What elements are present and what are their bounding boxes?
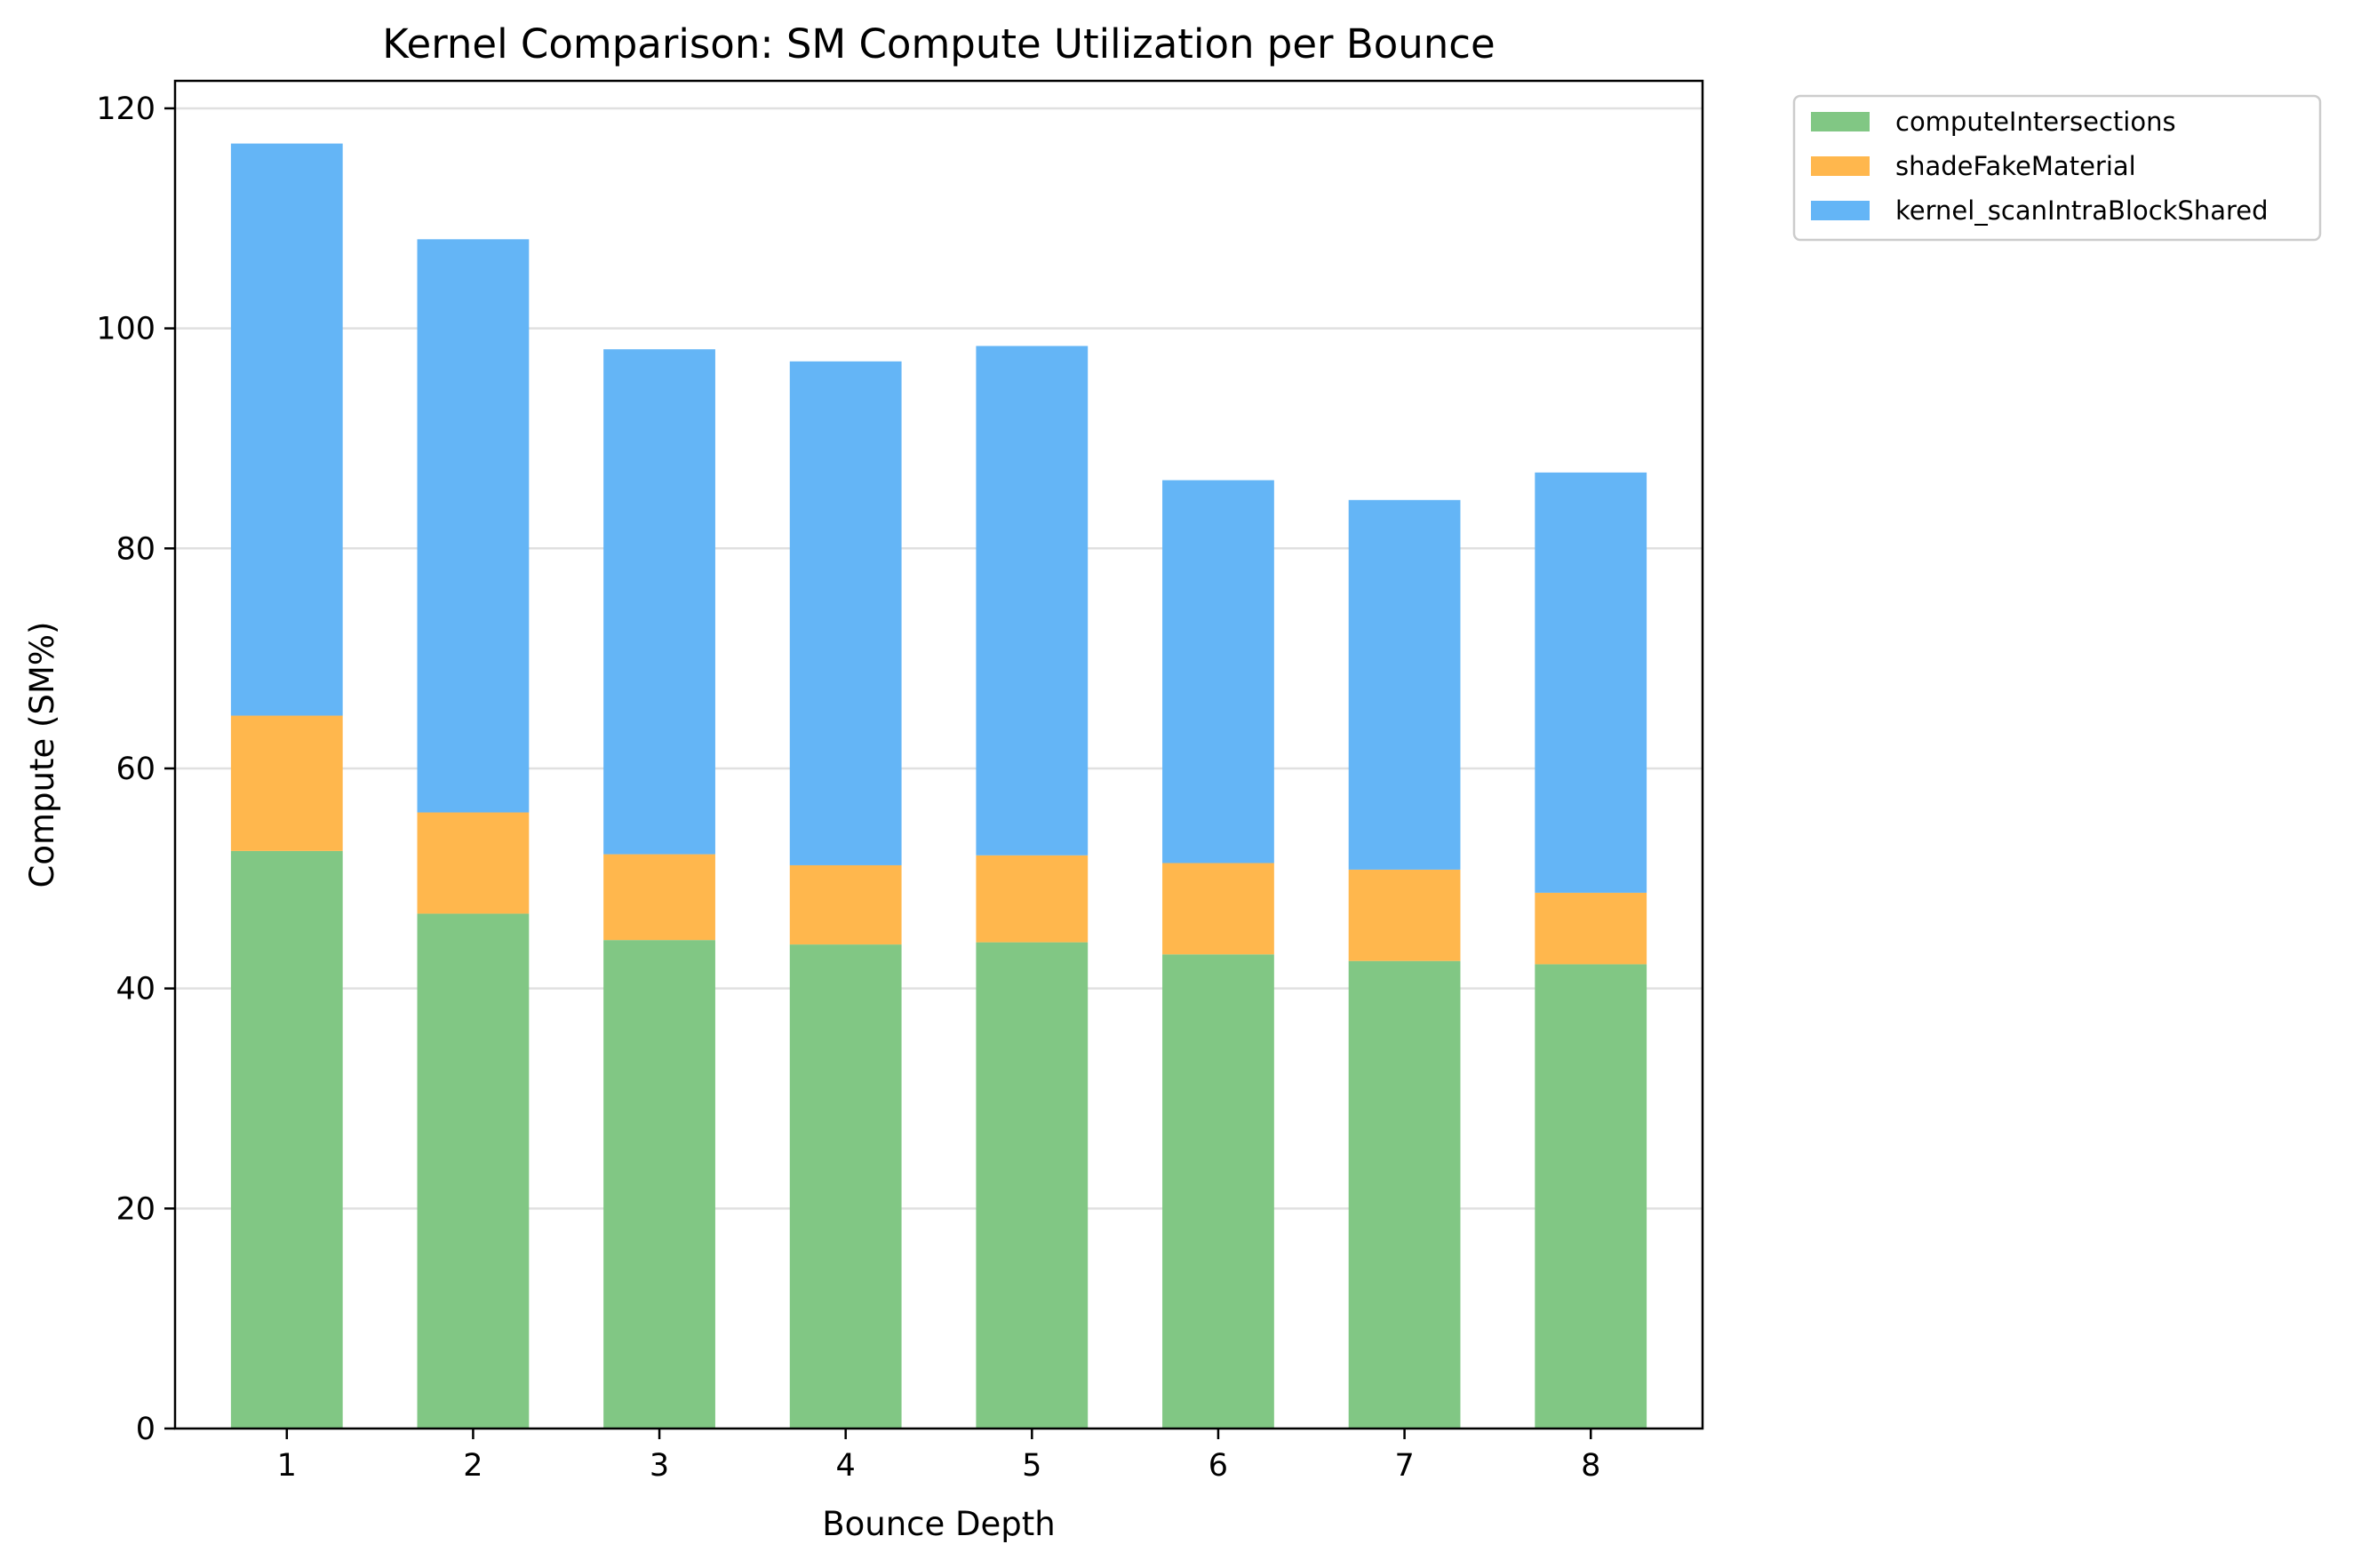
- bar-kernel_scanIntraBlockShared-5: [976, 346, 1089, 856]
- bar-computeIntersections-4: [789, 944, 902, 1429]
- bar-computeIntersections-1: [230, 850, 343, 1429]
- bar-kernel_scanIntraBlockShared-4: [789, 361, 902, 865]
- x-tick-label: 8: [1581, 1448, 1600, 1484]
- y-tick-label: 60: [116, 752, 156, 787]
- legend-swatch: [1811, 112, 1870, 131]
- bar-kernel_scanIntraBlockShared-2: [417, 239, 530, 813]
- bars: [230, 143, 1647, 1429]
- bar-kernel_scanIntraBlockShared-7: [1348, 499, 1461, 870]
- y-tick-label: 0: [136, 1412, 156, 1447]
- x-tick-label: 5: [1022, 1448, 1041, 1484]
- bar-computeIntersections-6: [1162, 954, 1274, 1429]
- legend-box: [1792, 94, 2322, 242]
- x-tick-label: 6: [1208, 1448, 1228, 1484]
- bar-computeIntersections-3: [603, 940, 715, 1429]
- legend-label: computeIntersections: [1895, 107, 2176, 137]
- legend-swatch: [1811, 156, 1870, 176]
- bar-shadeFakeMaterial-7: [1348, 869, 1461, 961]
- bar-shadeFakeMaterial-4: [789, 864, 902, 945]
- y-tick-label: 20: [116, 1191, 156, 1227]
- bar-kernel_scanIntraBlockShared-8: [1535, 472, 1647, 893]
- y-axis-title: Compute (SM%): [23, 622, 61, 888]
- x-tick-label: 7: [1394, 1448, 1414, 1484]
- y-tick-label: 40: [116, 972, 156, 1007]
- bar-shadeFakeMaterial-3: [603, 854, 715, 941]
- bar-shadeFakeMaterial-5: [976, 855, 1089, 943]
- x-tick-label: 4: [836, 1448, 856, 1484]
- x-tick-label: 2: [463, 1448, 483, 1484]
- legend-swatch: [1811, 201, 1870, 220]
- bar-shadeFakeMaterial-1: [230, 715, 343, 851]
- bar-kernel_scanIntraBlockShared-6: [1162, 480, 1274, 864]
- x-tick-label: 3: [650, 1448, 669, 1484]
- y-axis: 0 20 40 60 80 100 120: [96, 92, 175, 1447]
- bar-shadeFakeMaterial-2: [417, 812, 530, 914]
- x-axis: 1 2 3 4 5 6 7 8: [277, 1429, 1600, 1484]
- legend-label: shadeFakeMaterial: [1895, 151, 2136, 181]
- plot-frame: [173, 79, 1704, 1430]
- x-tick-label: 1: [277, 1448, 297, 1484]
- bar-kernel_scanIntraBlockShared-3: [603, 349, 715, 855]
- bar-shadeFakeMaterial-6: [1162, 863, 1274, 955]
- bar-shadeFakeMaterial-8: [1535, 892, 1647, 965]
- legend-label: kernel_scanIntraBlockShared: [1895, 195, 2269, 226]
- bar-computeIntersections-8: [1535, 964, 1647, 1429]
- chart-title: Kernel Comparison: SM Compute Utilizatio…: [382, 20, 1496, 68]
- bar-computeIntersections-7: [1348, 960, 1461, 1429]
- y-tick-label: 100: [96, 312, 156, 347]
- x-axis-title: Bounce Depth: [822, 1505, 1056, 1543]
- bar-computeIntersections-5: [976, 942, 1089, 1429]
- y-tick-label: 80: [116, 531, 156, 567]
- y-gridlines: [175, 107, 1703, 1430]
- bar-kernel_scanIntraBlockShared-1: [230, 143, 343, 716]
- y-tick-label: 120: [96, 92, 156, 127]
- bar-computeIntersections-2: [417, 913, 530, 1429]
- legend: computeIntersections shadeFakeMaterial ker…: [1792, 94, 2322, 242]
